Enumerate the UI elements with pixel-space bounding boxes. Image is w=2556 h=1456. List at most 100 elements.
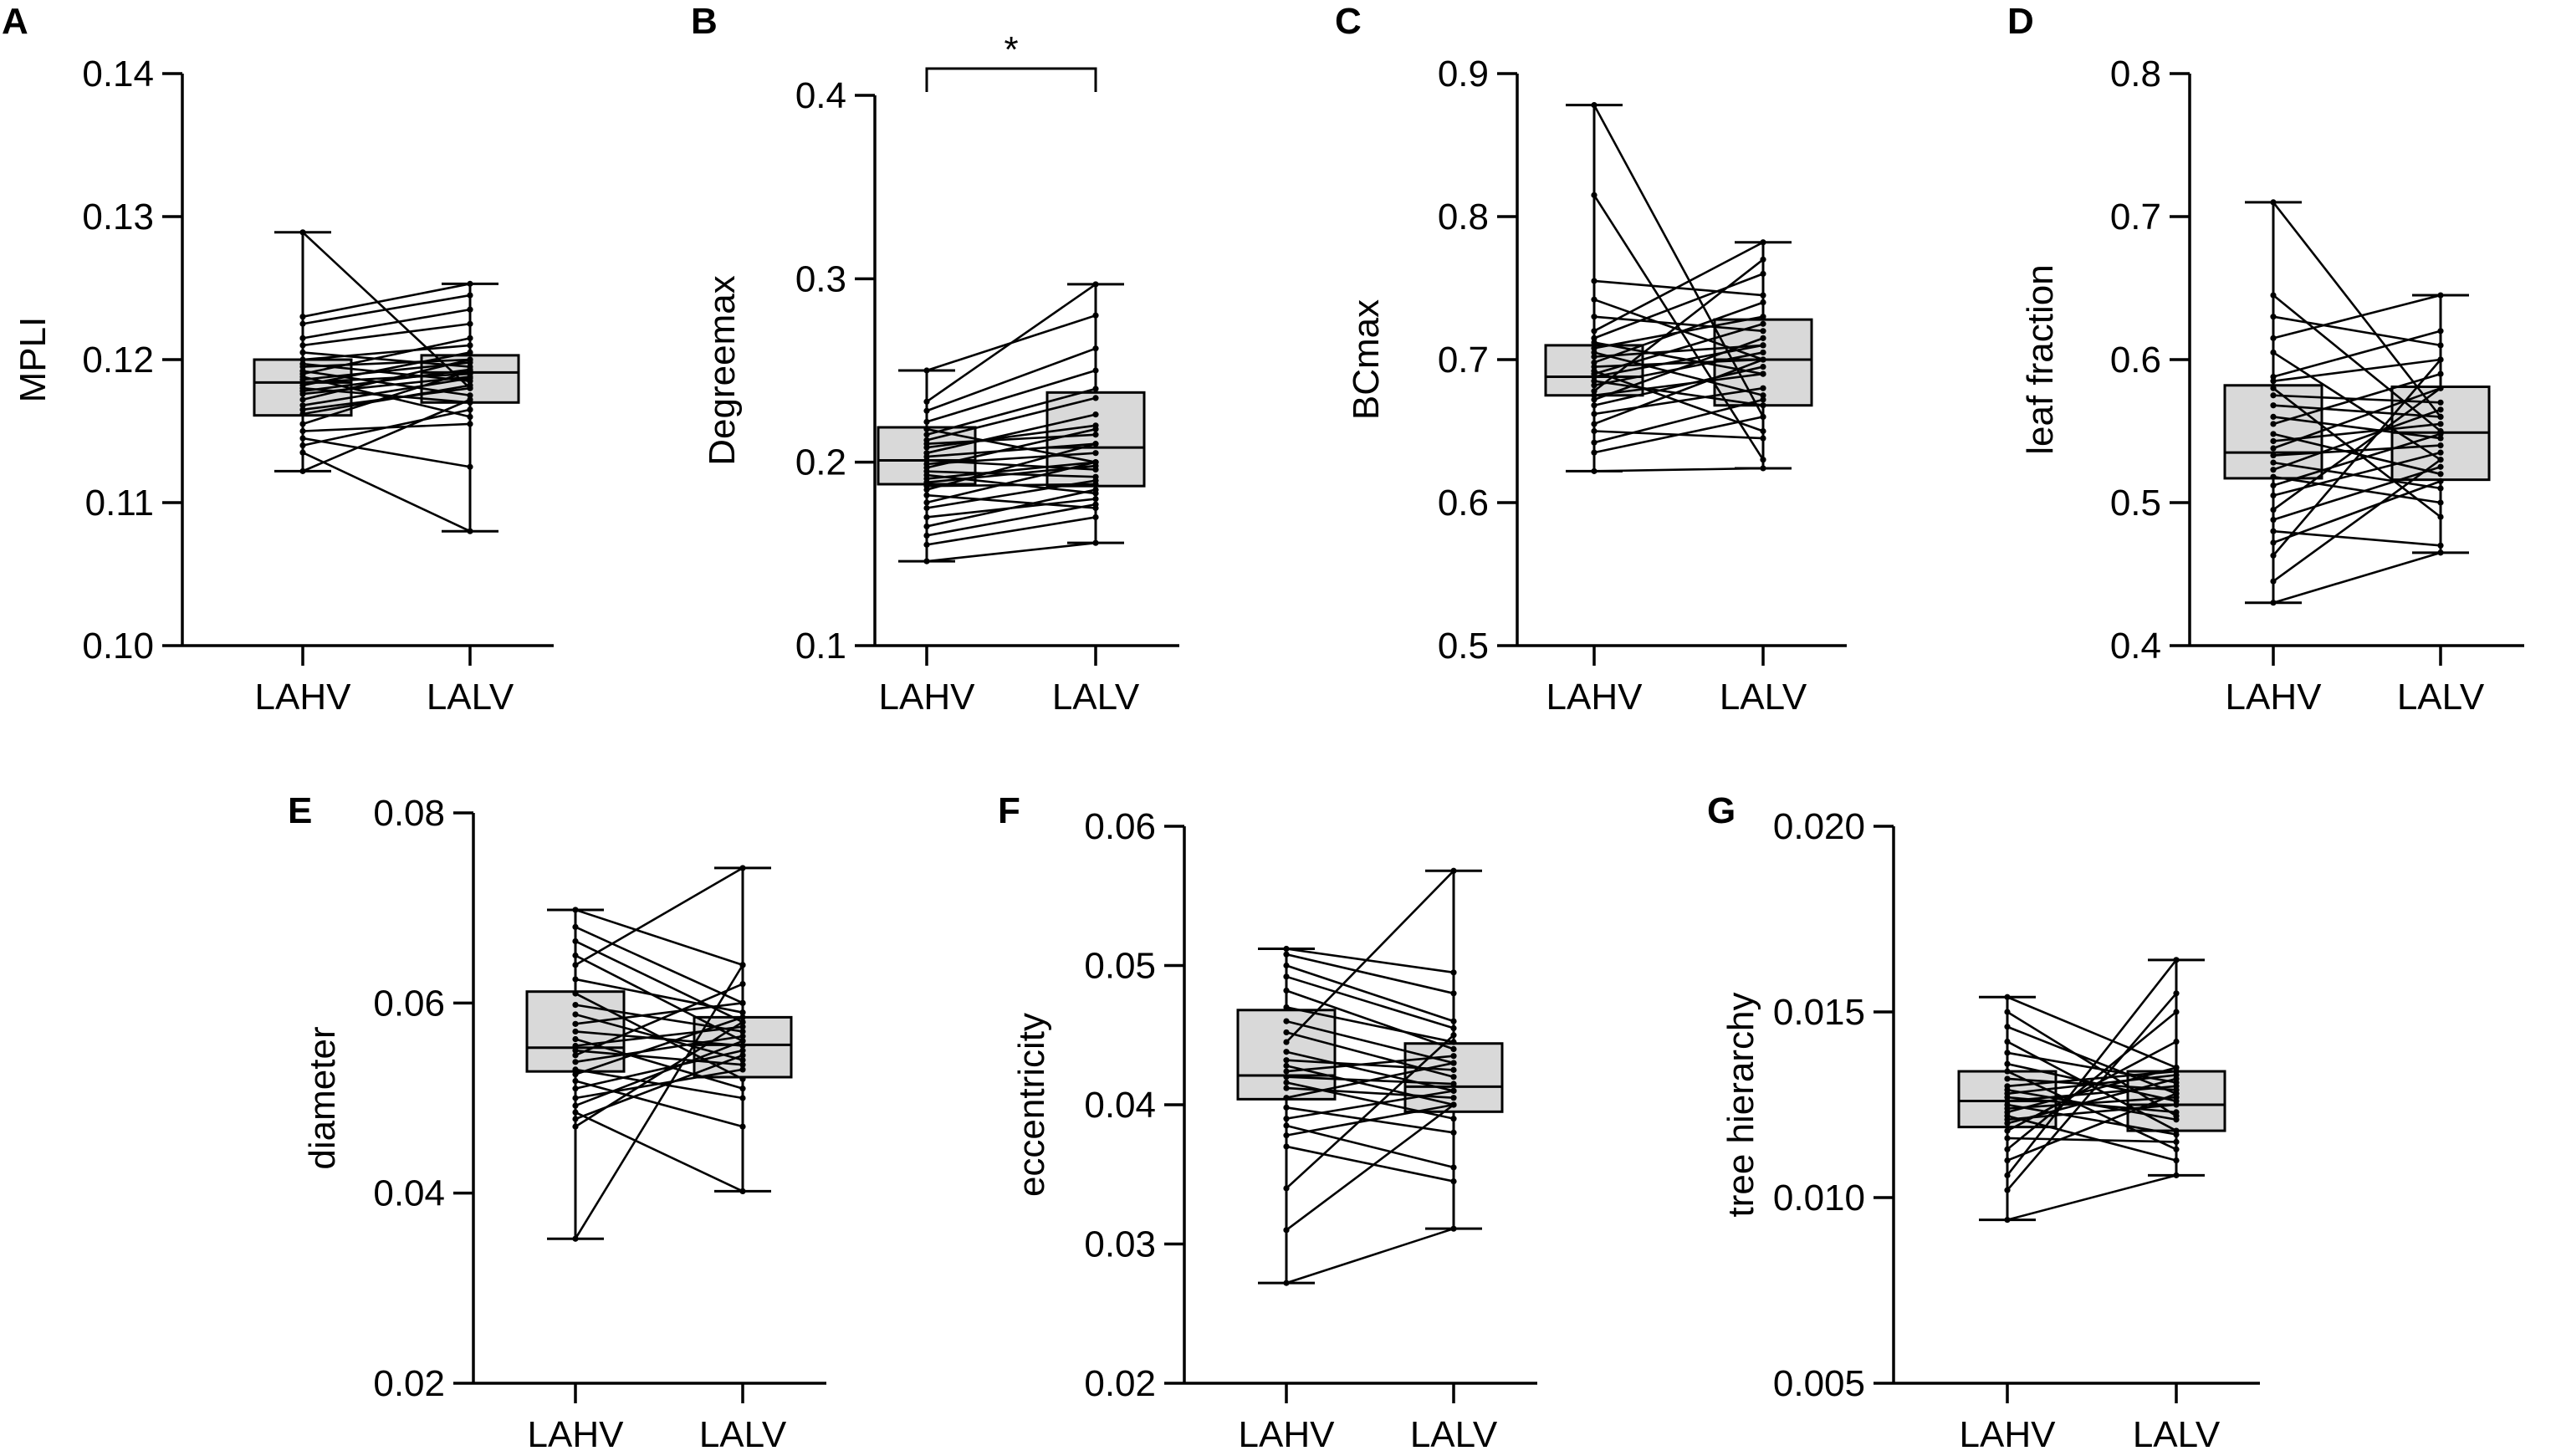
subject-point-lahv (572, 990, 579, 997)
subject-line (1286, 870, 1454, 1043)
subject-point-lahv (572, 1235, 579, 1242)
subject-line (302, 398, 471, 473)
subject-point-lalv (2437, 413, 2444, 420)
subject-point-lahv (2004, 1146, 2011, 1152)
subject-point-lahv (2270, 373, 2277, 381)
panel-d: D 0.4 0.5 0.6 0.7 0.8 leaf fraction LAHV LALV (2007, 1, 2524, 718)
x-tick-label: LALV (427, 677, 514, 718)
subject-point-lalv (467, 292, 473, 299)
y-tick-label: 0.13 (82, 197, 154, 238)
subject-line (1286, 1081, 1454, 1120)
x-tick-label: LAHV (879, 677, 976, 718)
subject-point-lalv (1450, 990, 1457, 997)
subject-line (1593, 380, 1764, 407)
subject-point-lalv (2437, 328, 2444, 335)
subject-point-lalv (1450, 1060, 1457, 1066)
subject-point-lalv (467, 306, 473, 313)
subject-point-lahv (299, 435, 306, 442)
subject-line (575, 1068, 744, 1100)
subject-point-lahv (1591, 427, 1598, 435)
subject-point-lalv (1760, 385, 1766, 391)
subject-point-lalv (2437, 499, 2444, 506)
subject-point-lalv (2173, 1065, 2180, 1071)
y-tick-label: 0.02 (1084, 1363, 1156, 1404)
subject-point-lahv (1591, 296, 1598, 303)
subject-point-lahv (2270, 335, 2277, 341)
subject-line (575, 1020, 744, 1128)
subject-point-lalv (1760, 342, 1766, 349)
subject-line (1286, 1090, 1454, 1120)
subject-point-lalv (2173, 1091, 2180, 1097)
x-tick-label: LALV (1720, 677, 1807, 718)
subject-point-lahv (572, 976, 579, 983)
subject-point-lahv (2004, 1187, 2011, 1193)
subject-line (1593, 341, 1764, 375)
subject-line (2272, 386, 2441, 450)
subject-line (926, 413, 1097, 454)
subject-point-lahv (1591, 439, 1598, 446)
subject-line (302, 437, 471, 468)
subject-line (1593, 351, 1764, 397)
subject-line (2006, 1062, 2177, 1102)
subject-point-lalv (2173, 1157, 2180, 1164)
subject-point-lalv (1760, 370, 1766, 377)
y-tick-label: 0.4 (795, 75, 846, 116)
subject-point-lahv (572, 1102, 579, 1109)
subject-line (2272, 404, 2441, 418)
subject-line (2006, 1103, 2177, 1136)
subject-point-lalv (1760, 465, 1766, 472)
subject-point-lalv (2437, 463, 2444, 470)
subject-point-lalv (2437, 421, 2444, 427)
subject-point-lahv (2270, 378, 2277, 385)
subject-point-lalv (1092, 459, 1099, 466)
subject-point-lahv (2270, 600, 2277, 606)
y-tick-label: 0.8 (1438, 197, 1489, 238)
subject-point-lalv (1450, 1164, 1457, 1171)
subject-line (1593, 467, 1764, 473)
subject-point-lalv (739, 1086, 746, 1092)
y-tick-label: 0.06 (373, 983, 445, 1024)
subject-line (2272, 330, 2441, 378)
subject-line (1593, 358, 1764, 426)
subject-point-lalv (1450, 1178, 1457, 1185)
subject-line (1592, 105, 1765, 418)
subject-point-lahv (923, 432, 930, 438)
subject-line (1286, 975, 1454, 1029)
subject-line (926, 396, 1097, 442)
subject-point-lahv (299, 335, 306, 341)
subject-point-lahv (299, 421, 306, 427)
subject-line (2006, 1010, 2177, 1151)
subject-point-lalv (467, 396, 473, 403)
subject-point-lahv (923, 541, 930, 548)
subject-point-lalv (739, 1066, 746, 1073)
subject-point-lahv (1591, 359, 1598, 366)
y-tick-label: 0.5 (1438, 626, 1489, 667)
subject-line (2272, 529, 2441, 547)
subject-point-lahv (1591, 192, 1598, 198)
subject-point-lalv (1450, 1087, 1457, 1094)
subject-point-lahv (572, 1066, 579, 1073)
subject-point-lahv (572, 1095, 579, 1101)
y-tick-label: 0.10 (82, 626, 154, 667)
subject-line (2272, 387, 2441, 511)
y-tick-label: 0.6 (1438, 483, 1489, 524)
subject-point-lahv (1591, 363, 1598, 370)
subject-point-lahv (923, 407, 930, 414)
subject-point-lahv (572, 1047, 579, 1054)
subject-point-lahv (1591, 339, 1598, 346)
subject-point-lalv (1092, 539, 1099, 546)
subject-line (2272, 458, 2441, 583)
subject-point-lahv (2004, 1127, 2011, 1134)
y-tick-label: 0.12 (82, 340, 154, 381)
subject-point-lahv (2004, 1060, 2011, 1067)
y-tick-label: 0.4 (2110, 626, 2161, 667)
subject-line (2272, 387, 2441, 519)
subject-point-lalv (2173, 1075, 2180, 1082)
subject-point-lahv (2004, 1120, 2011, 1126)
subject-point-lalv (1450, 1039, 1457, 1045)
subject-line (926, 503, 1097, 537)
subject-line (1593, 279, 1764, 297)
panel-a: A 0.10 0.11 0.12 0.13 0.14 MPLI LAHV LALV (2, 1, 554, 718)
subject-line (2272, 202, 2442, 418)
subject-line (1286, 1145, 1454, 1183)
